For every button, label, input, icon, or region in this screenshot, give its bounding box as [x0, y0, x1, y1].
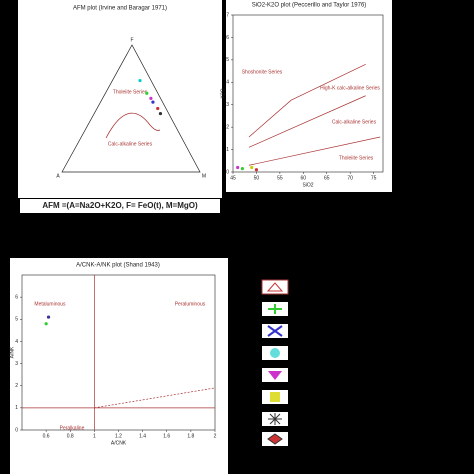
triangle	[61, 44, 201, 173]
x-tick-label: 0.6	[43, 433, 50, 439]
x-tick-label: 1.6	[163, 433, 170, 439]
y-tick-label: 5	[15, 317, 18, 323]
caption-box	[20, 199, 220, 213]
x-tick-label: 65	[324, 175, 330, 181]
vertex-label: F	[130, 37, 133, 43]
x-tick-label: 70	[347, 175, 353, 181]
annotation: Metaluminous	[34, 301, 66, 307]
chart-title: AFM plot (Irvine and Baragar 1971)	[73, 6, 167, 12]
y-tick-label: 2	[15, 383, 18, 389]
annotation: High-K calc-alkaline Series	[320, 85, 380, 91]
x-tick-label: 50	[254, 175, 260, 181]
boundary	[94, 387, 216, 409]
vertex-label: M	[202, 173, 206, 179]
point	[46, 315, 51, 319]
point	[158, 111, 163, 116]
x-axis-label: SiO2	[302, 182, 313, 188]
point	[138, 78, 142, 83]
annotation: Calc-alkaline Series	[332, 119, 377, 125]
y-tick-label: 4	[226, 80, 229, 86]
point	[236, 165, 240, 170]
y-tick-label: 2	[226, 124, 229, 130]
y-tick-label: 6	[226, 35, 229, 41]
panel-sio2	[226, 0, 392, 192]
x-axis-label: A/CNK	[111, 440, 127, 446]
divider-curve	[105, 112, 161, 139]
caption: AFM =(A=Na2O+K2O, F= FeO(t), M=MgO)	[42, 201, 198, 210]
x-tick-label: 0.8	[67, 433, 74, 439]
y-tick-label: 3	[15, 361, 18, 367]
y-axis-label: A/NK	[9, 346, 15, 358]
boundary	[248, 136, 381, 166]
y-tick-label: 0	[226, 169, 229, 175]
point	[44, 322, 48, 326]
point	[156, 106, 160, 111]
x-tick-label: 1	[93, 433, 96, 439]
vertex-label: A	[56, 173, 60, 179]
annotation: Shoshonite Series	[242, 69, 283, 75]
point	[250, 165, 254, 170]
boundary	[248, 64, 366, 138]
chart-title: A/CNK-A/NK plot (Shand 1943)	[76, 263, 160, 269]
point	[149, 96, 153, 100]
annotation: Peraluminous	[175, 301, 206, 307]
y-tick-label: 4	[15, 339, 18, 345]
y-tick-label: 0	[15, 427, 18, 433]
annotation: Tholeiite Series	[339, 155, 374, 161]
y-tick-label: 6	[15, 294, 18, 300]
point	[145, 91, 149, 95]
x-tick-label: 1.4	[139, 433, 146, 439]
legend-icons	[261, 279, 289, 446]
point	[240, 167, 244, 171]
chart-title: SiO2-K2O plot (Peccerillo and Taylor 197…	[252, 3, 367, 9]
point	[151, 100, 155, 104]
x-tick-label: 1.8	[187, 433, 194, 439]
panel-acnk	[10, 258, 228, 474]
point	[254, 168, 259, 172]
x-tick-label: 55	[277, 175, 283, 181]
y-tick-label: 3	[226, 102, 229, 108]
x-tick-label: 1.2	[115, 433, 122, 439]
annotation: Tholeiite Series	[113, 89, 148, 95]
annotation: Peralkaline	[60, 425, 85, 431]
x-tick-label: 75	[371, 175, 377, 181]
y-tick-label: 1	[15, 405, 18, 411]
panel-afm	[18, 0, 222, 198]
y-tick-label: 1	[226, 147, 229, 153]
annotation: Calc-alkaline Series	[108, 141, 153, 147]
x-tick-label: 45	[230, 175, 236, 181]
x-tick-label: 60	[301, 175, 307, 181]
y-axis-label: K2O	[220, 88, 226, 98]
x-tick-label: 2	[214, 433, 217, 439]
y-tick-label: 7	[226, 12, 229, 18]
y-tick-label: 5	[226, 57, 229, 63]
boundary	[248, 95, 366, 148]
plot-area	[232, 14, 384, 173]
